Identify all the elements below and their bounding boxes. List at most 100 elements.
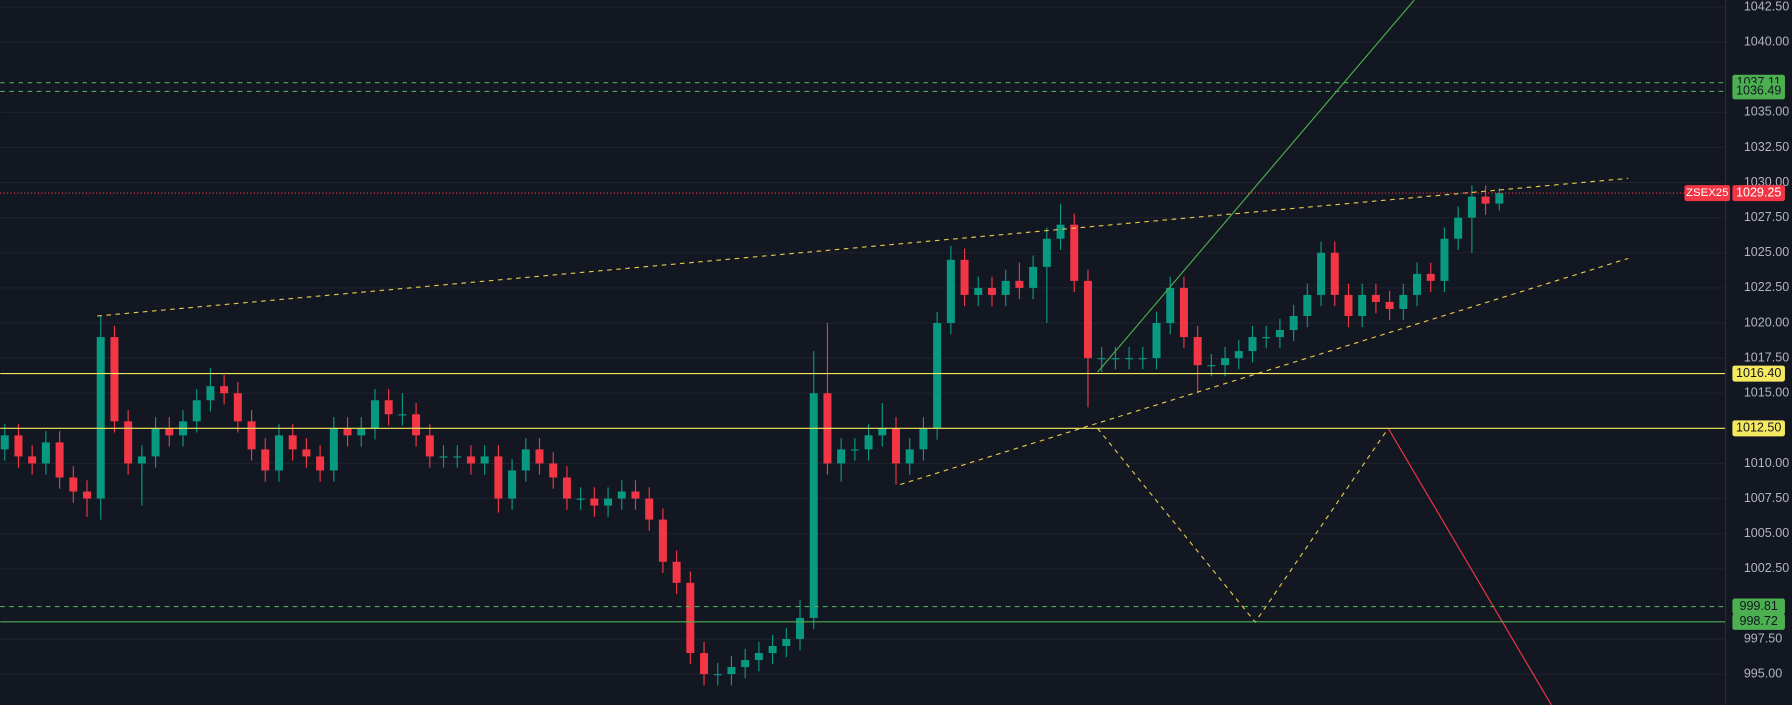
- candle-body: [1440, 238, 1449, 281]
- candle-body: [55, 442, 64, 478]
- candle-body: [357, 428, 366, 436]
- candle-body: [549, 463, 558, 478]
- candle-body: [398, 414, 407, 416]
- candle-body: [1138, 358, 1147, 360]
- candle-body: [1385, 301, 1394, 309]
- candle-body: [754, 653, 763, 661]
- candle-body: [124, 421, 133, 464]
- candle-body: [521, 449, 530, 471]
- candle-body: [288, 435, 297, 450]
- candle-body: [1289, 315, 1298, 331]
- candle-body: [741, 660, 750, 668]
- candle-body: [850, 449, 859, 451]
- symbol-label: ZSEX25: [1686, 187, 1728, 199]
- candle-body: [384, 400, 393, 415]
- candle-body: [631, 491, 640, 499]
- candle-body: [1152, 323, 1161, 359]
- candle-body: [425, 435, 434, 457]
- trend-line: [1097, 0, 1415, 373]
- y-tick-label: 1040.00: [1744, 34, 1789, 48]
- y-tick-label: 1007.50: [1744, 491, 1789, 505]
- candle-body: [919, 428, 928, 450]
- y-tick-label: 1025.00: [1744, 245, 1789, 259]
- plot: [0, 0, 1726, 705]
- candle-body: [466, 456, 475, 464]
- candle-body: [151, 428, 160, 457]
- candle-body: [1042, 238, 1051, 267]
- y-tick-label: 1032.50: [1744, 140, 1789, 154]
- candle-body: [343, 428, 352, 436]
- candle-body: [316, 456, 325, 471]
- candle-body: [645, 498, 654, 520]
- candle-body: [768, 646, 777, 654]
- candle-body: [494, 456, 503, 499]
- candle-body: [83, 491, 92, 499]
- candle-body: [535, 449, 544, 464]
- candle-body: [562, 477, 571, 499]
- candle-body: [1029, 266, 1038, 288]
- candle-body: [1001, 280, 1010, 295]
- candle-body: [987, 287, 996, 295]
- candle-body: [1193, 337, 1202, 366]
- candle-body: [1262, 337, 1271, 339]
- candle-body: [41, 442, 50, 464]
- candle-body: [1234, 351, 1243, 359]
- candle-body: [220, 386, 229, 394]
- candle-body: [878, 428, 887, 436]
- candle-body: [946, 259, 955, 324]
- level-label: 1016.40: [1736, 366, 1781, 380]
- candle-body: [1426, 273, 1435, 281]
- candle-body: [672, 561, 681, 583]
- last-price-box: [1732, 185, 1785, 202]
- candle-body: [165, 428, 174, 436]
- candle-body: [453, 456, 462, 458]
- y-tick-label: 1015.00: [1744, 386, 1789, 400]
- candle-body: [110, 337, 119, 422]
- candle-body: [590, 498, 599, 506]
- candle-body: [727, 667, 736, 675]
- candle-body: [412, 414, 421, 436]
- candle-body: [1371, 294, 1380, 302]
- level-label-box: [1732, 420, 1785, 437]
- candle-body: [206, 386, 215, 401]
- candle-body: [28, 456, 37, 464]
- candle-body: [1330, 252, 1339, 295]
- y-tick-label: 1002.50: [1744, 561, 1789, 575]
- y-tick-label: 1017.50: [1744, 350, 1789, 364]
- candle-body: [1179, 287, 1188, 338]
- candle-body: [329, 428, 338, 471]
- trend-line: [1387, 428, 1552, 705]
- level-label-box: [1732, 598, 1785, 615]
- candle-body: [1344, 294, 1353, 316]
- candle-body: [700, 653, 709, 675]
- candle-body: [1166, 287, 1175, 324]
- y-tick-label: 1010.00: [1744, 456, 1789, 470]
- candle-body: [439, 456, 448, 458]
- candle-body: [302, 449, 311, 457]
- y-tick-label: 1042.50: [1744, 0, 1789, 13]
- candle-body: [1111, 358, 1120, 360]
- level-label-box: [1732, 83, 1785, 100]
- candle-body: [658, 519, 667, 562]
- candle-body: [247, 421, 256, 450]
- candle-body: [1481, 196, 1490, 204]
- level-label: 1012.50: [1736, 421, 1781, 435]
- candle-body: [576, 498, 585, 500]
- candle-body: [604, 498, 613, 506]
- candle-body: [0, 435, 9, 450]
- candle-body: [1317, 252, 1326, 295]
- candle-body: [1467, 196, 1476, 218]
- price-axis: 1042.501040.001035.001032.501030.001027.…: [1684, 0, 1789, 680]
- candle-body: [96, 337, 105, 499]
- candle-body: [974, 287, 983, 295]
- y-tick-label: 1020.00: [1744, 315, 1789, 329]
- candle-body: [274, 435, 283, 471]
- candle-body: [1275, 330, 1284, 338]
- grid: [0, 6, 1726, 675]
- level-label: 998.72: [1739, 614, 1777, 628]
- candle-body: [137, 456, 146, 464]
- candle-body: [1070, 224, 1079, 281]
- level-label: 999.81: [1739, 599, 1777, 613]
